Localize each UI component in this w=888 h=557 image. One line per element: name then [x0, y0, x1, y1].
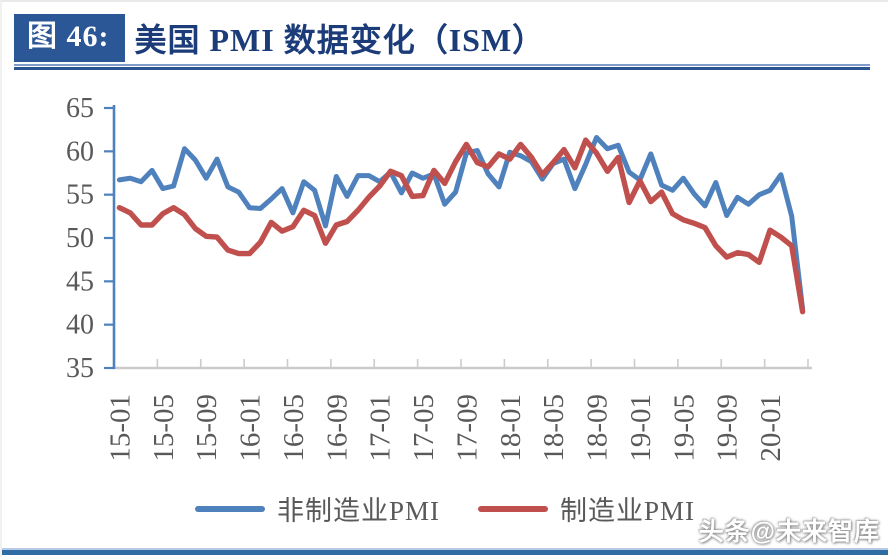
legend-label-manufacturing: 制造业PMI: [560, 496, 696, 526]
y-tick-label: 60: [66, 136, 94, 167]
y-tick-label: 40: [66, 310, 94, 341]
x-tick-label: 18-05: [538, 394, 570, 462]
y-tick-label: 45: [66, 266, 94, 297]
bottom-divider-bar: [2, 550, 888, 555]
header-divider: [14, 64, 870, 70]
y-tick-label: 50: [66, 223, 94, 254]
x-tick-label: 19-05: [668, 394, 700, 462]
manufacturing-pmi-line: [116, 137, 806, 315]
x-tick-label: 15-01: [104, 394, 136, 462]
x-tick-label: 18-01: [495, 394, 527, 462]
x-tick-label: 20-01: [755, 394, 787, 462]
watermark-text: 头条@未来智库: [698, 518, 880, 546]
x-tick-label: 19-09: [712, 394, 744, 462]
legend-item-non-manufacturing: 非制造业PMI: [194, 489, 440, 528]
chart-legend: 非制造业PMI 制造业PMI: [2, 489, 888, 528]
figure-number-badge: 图 46:: [14, 14, 125, 62]
y-tick-label: 55: [66, 180, 94, 211]
y-tick-label: 35: [66, 353, 94, 384]
non-manufacturing-pmi-line: [116, 135, 806, 312]
x-tick-label: 16-01: [235, 394, 267, 462]
x-tick-label: 16-09: [321, 394, 353, 462]
x-tick-label: 18-09: [582, 394, 614, 462]
x-tick-label: 17-09: [451, 394, 483, 462]
x-tick-label: 15-05: [148, 394, 180, 462]
x-axis: [112, 359, 812, 370]
non-manufacturing-line-swatch: [194, 505, 265, 512]
legend-label-non-manufacturing: 非制造业PMI: [276, 496, 440, 526]
x-tick-label: 17-05: [408, 394, 440, 462]
legend-item-manufacturing: 制造业PMI: [478, 489, 695, 528]
x-tick-label: 19-01: [625, 394, 657, 462]
manufacturing-line-swatch: [478, 505, 548, 512]
bottom-divider-light: [2, 548, 888, 550]
x-tick-label: 16-05: [278, 394, 310, 462]
x-tick-label: 17-01: [365, 394, 397, 462]
x-tick-label: 15-09: [191, 394, 223, 462]
x-axis-labels: 15-01 15-05 15-09 16-01 16-05 16-09 17-01 17-05…: [104, 394, 787, 462]
figure-title: 美国 PMI 数据变化（ISM）: [134, 22, 546, 58]
y-tick-label: 65: [66, 93, 94, 124]
y-axis: 65 60 55 50 45 40 35: [66, 93, 116, 384]
figure-header: 图 46: 美国 PMI 数据变化（ISM）: [14, 13, 870, 63]
